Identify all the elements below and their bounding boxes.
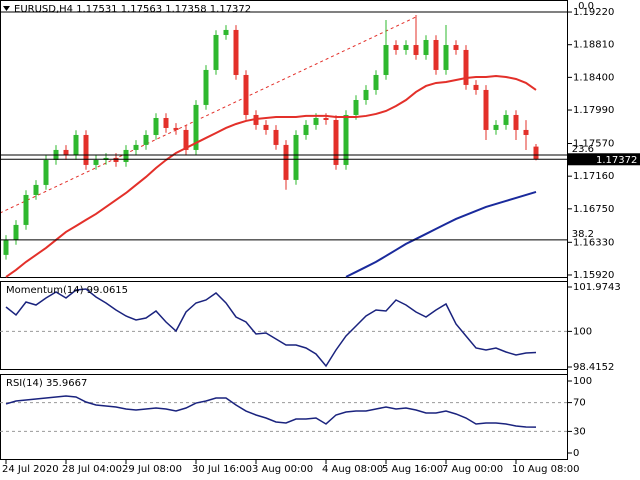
candle-body	[203, 69, 209, 105]
candle-body	[43, 159, 49, 185]
x-tick-label: 3 Aug 00:00	[252, 464, 313, 475]
candle-body	[153, 118, 159, 135]
x-tick-label: 24 Jul 2020	[2, 464, 59, 475]
candle-body	[193, 104, 199, 150]
candle-body	[533, 146, 539, 160]
candle-body	[113, 157, 119, 162]
candle-body	[513, 114, 519, 130]
candle-body	[423, 39, 429, 55]
x-tick-label: 30 Jul 16:00	[192, 464, 252, 475]
candle-body	[183, 129, 189, 150]
candle-body	[333, 119, 339, 165]
candle-body	[173, 127, 179, 130]
candle-body	[73, 134, 79, 155]
last-price-box	[568, 153, 640, 166]
candle-body	[63, 149, 69, 155]
panel-title: Momentum(14) 99.0615	[6, 285, 128, 296]
y-tick-label: 1.19220	[573, 7, 614, 18]
candle-body	[273, 129, 279, 145]
candle-body	[83, 134, 89, 165]
y-tick-label: 101.9743	[573, 282, 621, 293]
y-tick-label: 1.16750	[573, 204, 614, 215]
candle-body	[523, 129, 529, 135]
candle-body	[363, 89, 369, 100]
last-price-label: 1.17372	[596, 155, 637, 166]
indicator-line	[5, 288, 537, 368]
candle-body	[453, 45, 459, 50]
candle-body	[163, 118, 169, 128]
candle-body	[433, 39, 439, 70]
x-tick-label: 4 Aug 08:00	[322, 464, 383, 475]
indicator-line	[5, 395, 537, 428]
candle-body	[133, 144, 139, 150]
x-tick-label: 5 Aug 16:00	[382, 464, 443, 475]
y-tick-label: 1.16330	[573, 237, 614, 248]
candle-body	[213, 34, 219, 70]
panel-title: EURUSD,H4 1.17531 1.17563 1.17358 1.1737…	[14, 4, 251, 15]
candle-body	[393, 45, 399, 50]
trend-line	[0, 15, 419, 214]
x-tick-label: 29 Jul 08:00	[122, 464, 182, 475]
candle-body	[503, 114, 509, 125]
y-tick-label: 1.17570	[573, 139, 614, 150]
fib-label: 38.2	[572, 229, 594, 240]
menu-arrow	[3, 6, 10, 11]
candle-body	[3, 239, 9, 255]
y-tick-label: 100	[573, 326, 592, 337]
y-tick-label: 0	[573, 448, 579, 459]
y-tick-label: 1.17990	[573, 105, 614, 116]
candle-body	[413, 45, 419, 55]
fib-label: 0.0	[578, 1, 594, 12]
candle-body	[143, 134, 149, 145]
x-tick-label: 28 Jul 04:00	[62, 464, 122, 475]
panel-title: RSI(14) 35.9667	[6, 378, 87, 389]
candle-body	[483, 89, 489, 130]
moving-average	[345, 190, 537, 278]
y-tick-label: 98.4152	[573, 362, 614, 373]
moving-average	[5, 75, 537, 278]
x-tick-label: 7 Aug 00:00	[442, 464, 503, 475]
candle-body	[33, 184, 39, 195]
y-tick-label: 1.18810	[573, 40, 614, 51]
candle-body	[223, 29, 229, 35]
candle-body	[463, 49, 469, 85]
candle-body	[353, 99, 359, 115]
y-tick-label: 1.17160	[573, 171, 614, 182]
candle-body	[93, 159, 99, 165]
candle-body	[263, 124, 269, 130]
candle-body	[383, 45, 389, 75]
candle-body	[23, 194, 29, 225]
candle-body	[303, 124, 309, 135]
y-tick-label: 30	[573, 426, 586, 437]
x-tick-label: 10 Aug 08:00	[512, 464, 579, 475]
candle-body	[233, 29, 239, 75]
candle-body	[343, 114, 349, 165]
y-tick-label: 1.15920	[573, 270, 614, 281]
candle-body	[403, 45, 409, 50]
candle-body	[293, 134, 299, 180]
y-tick-label: 100	[573, 376, 592, 387]
candle-body	[123, 149, 129, 162]
fib-label: 23.6	[572, 144, 594, 155]
candle-body	[313, 118, 319, 125]
y-tick-label: 70	[573, 398, 586, 409]
candle-body	[13, 224, 19, 240]
candle-body	[283, 144, 289, 180]
candle-body	[243, 74, 249, 115]
candle-body	[473, 84, 479, 90]
candle-body	[493, 124, 499, 130]
y-tick-label: 1.18400	[573, 72, 614, 83]
candle-body	[443, 45, 449, 70]
candle-body	[323, 118, 329, 120]
candle-body	[373, 74, 379, 90]
